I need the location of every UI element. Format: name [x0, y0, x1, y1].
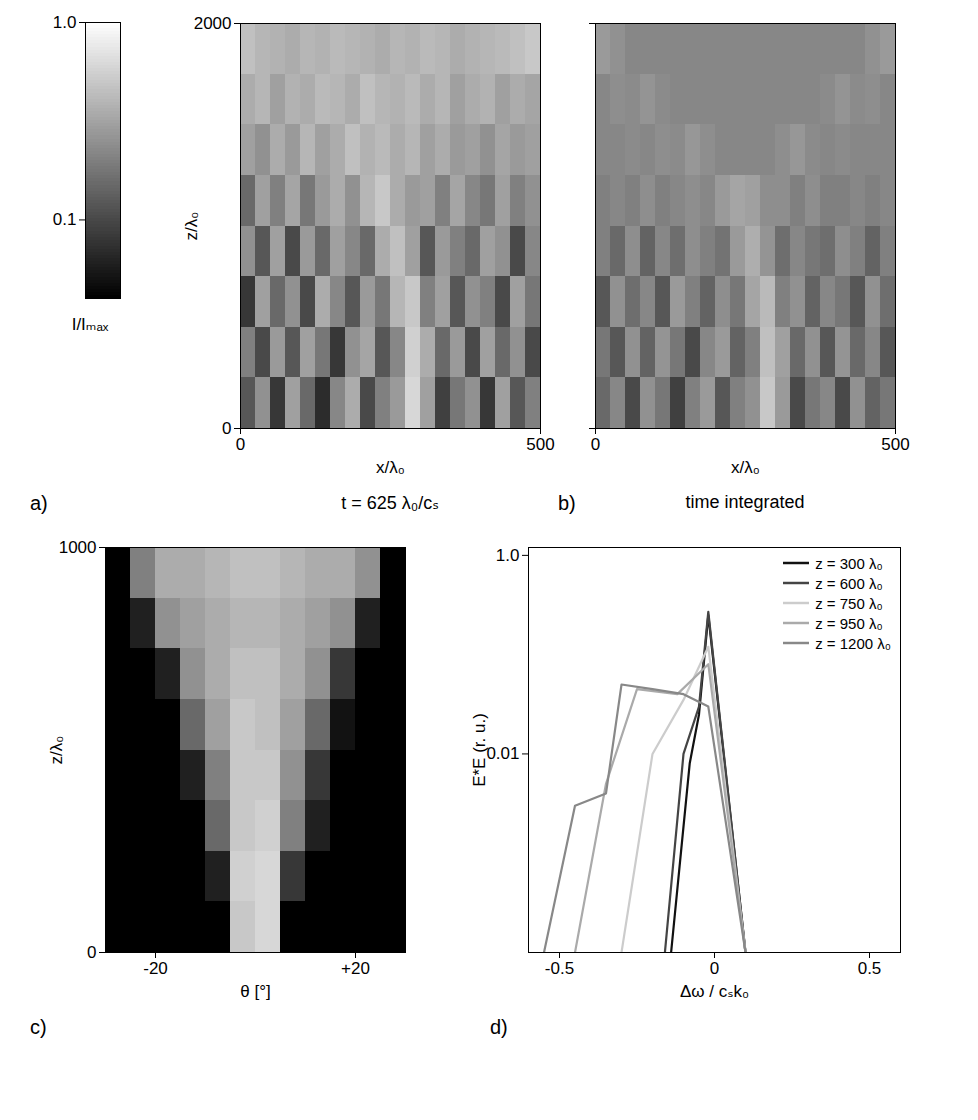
svg-text:1.0: 1.0 [53, 13, 77, 32]
svg-text:+20: +20 [341, 959, 370, 978]
html-text:z = 600 λ₀: z = 600 λ₀ [815, 574, 883, 592]
svg-text:0: 0 [710, 959, 719, 978]
html-text:c): c) [30, 1016, 47, 1038]
svg-text:Δω / cₛk₀: Δω / cₛk₀ [680, 982, 749, 1001]
html-text:z = 950 λ₀: z = 950 λ₀ [815, 614, 883, 632]
html-text:t = 625 λ₀/cₛ: t = 625 λ₀/cₛ [341, 493, 439, 513]
svg-text:2000: 2000 [194, 14, 232, 33]
svg-text:-20: -20 [143, 959, 168, 978]
svg-text:E*E (r. u.): E*E (r. u.) [470, 713, 489, 787]
html-text:d): d) [490, 1016, 508, 1038]
svg-text:0.5: 0.5 [858, 959, 882, 978]
svg-text:500: 500 [526, 435, 554, 454]
svg-text:500: 500 [881, 435, 909, 454]
svg-text:0.1: 0.1 [53, 210, 77, 229]
svg-text:x/λ₀: x/λ₀ [731, 458, 760, 477]
html-text:time integrated: time integrated [685, 492, 805, 512]
svg-text:-0.5: -0.5 [545, 959, 574, 978]
html-text:z = 750 λ₀: z = 750 λ₀ [815, 594, 883, 612]
svg-text:0: 0 [87, 943, 96, 962]
svg-text:0: 0 [236, 435, 245, 454]
svg-text:z/λ₀: z/λ₀ [182, 212, 201, 241]
svg-text:θ [°]: θ [°] [240, 982, 270, 1001]
svg-text:x/λ₀: x/λ₀ [376, 458, 405, 477]
html-text:z = 300 λ₀: z = 300 λ₀ [815, 554, 883, 572]
svg-text:0: 0 [591, 435, 600, 454]
svg-text:0: 0 [222, 419, 231, 438]
svg-text:1000: 1000 [59, 538, 97, 557]
html-text:a): a) [30, 492, 48, 514]
svg-text:0.01: 0.01 [486, 744, 519, 763]
svg-text:1.0: 1.0 [496, 546, 520, 565]
svg-text:z/λ₀: z/λ₀ [47, 736, 66, 765]
html-text:I/Iₘₐₓ: I/Iₘₐₓ [71, 315, 109, 334]
html-text:b): b) [558, 492, 576, 514]
html-text:z = 1200 λ₀: z = 1200 λ₀ [815, 634, 891, 652]
